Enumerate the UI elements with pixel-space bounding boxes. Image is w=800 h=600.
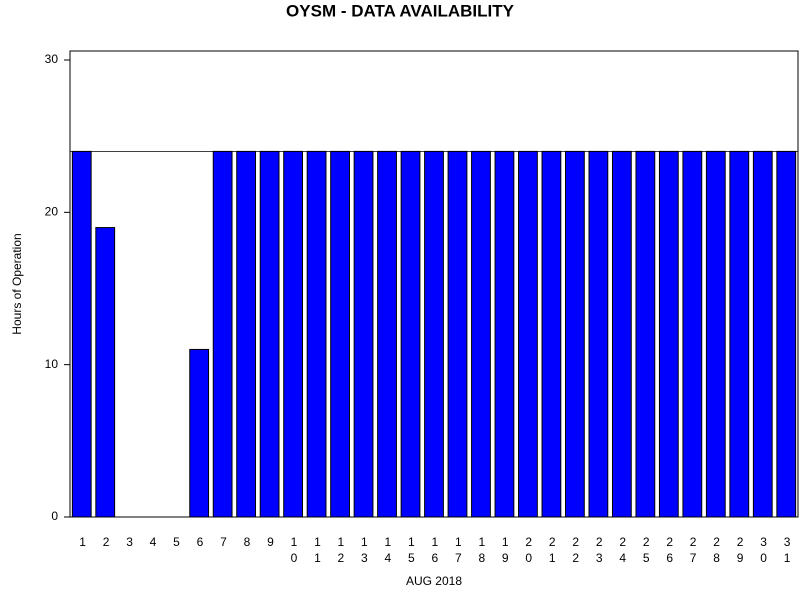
bar bbox=[400, 150, 421, 518]
x-tick-label: 3 bbox=[123, 535, 137, 551]
x-tick-label: 5 bbox=[170, 535, 184, 551]
x-tick-label: 7 bbox=[216, 535, 230, 551]
x-tick-label: 30 bbox=[757, 535, 771, 567]
y-axis-label: Hours of Operation bbox=[10, 233, 24, 334]
x-tick-label: 6 bbox=[193, 535, 207, 551]
x-tick-label: 24 bbox=[616, 535, 630, 567]
bar bbox=[330, 150, 350, 518]
x-tick-label: 16 bbox=[428, 535, 442, 567]
bar bbox=[682, 150, 703, 518]
x-tick-label: 29 bbox=[733, 535, 747, 567]
x-tick-label: 8 bbox=[240, 535, 254, 551]
x-tick-label: 2 bbox=[99, 535, 113, 551]
x-tick-label: 13 bbox=[357, 535, 371, 567]
x-tick-label: 1 bbox=[76, 535, 90, 551]
x-tick-label: 12 bbox=[334, 535, 348, 567]
x-tick-label: 23 bbox=[592, 535, 606, 567]
bar bbox=[71, 150, 92, 518]
bar bbox=[306, 150, 327, 518]
bar bbox=[635, 150, 656, 518]
x-tick-label: 4 bbox=[146, 535, 160, 551]
bar bbox=[494, 150, 515, 518]
bar bbox=[705, 150, 726, 518]
bar bbox=[471, 150, 491, 518]
x-tick-label: 19 bbox=[498, 535, 512, 567]
x-tick-label: 22 bbox=[569, 535, 583, 567]
bar bbox=[565, 150, 585, 518]
bar bbox=[541, 150, 562, 518]
x-tick-label: 11 bbox=[310, 535, 324, 567]
bar bbox=[611, 150, 632, 518]
bar bbox=[189, 348, 210, 518]
x-tick-label: 31 bbox=[780, 535, 794, 567]
x-tick-label: 28 bbox=[710, 535, 724, 567]
y-tick-label: 30 bbox=[45, 52, 59, 66]
bar bbox=[424, 150, 444, 518]
x-tick-label: 9 bbox=[263, 535, 277, 551]
y-tick-label: 0 bbox=[51, 509, 58, 523]
bar bbox=[658, 150, 679, 518]
bar bbox=[518, 150, 538, 518]
bar bbox=[752, 150, 773, 518]
x-tick-label: 27 bbox=[686, 535, 700, 567]
bar bbox=[259, 150, 280, 518]
bar bbox=[588, 150, 609, 518]
x-tick-label: 14 bbox=[381, 535, 395, 567]
x-axis-label: AUG 2018 bbox=[406, 574, 462, 588]
y-tick-label: 10 bbox=[45, 357, 59, 371]
x-tick-label: 10 bbox=[287, 535, 301, 567]
bar bbox=[776, 150, 797, 518]
bar bbox=[377, 150, 397, 518]
x-tick-label: 15 bbox=[404, 535, 418, 567]
x-tick-label: 25 bbox=[639, 535, 653, 567]
x-tick-label: 26 bbox=[663, 535, 677, 567]
bar bbox=[95, 227, 116, 518]
bar bbox=[236, 150, 257, 518]
x-tick-label: 18 bbox=[475, 535, 489, 567]
x-tick-label: 21 bbox=[545, 535, 559, 567]
chart-title: OYSM - DATA AVAILABILITY bbox=[286, 1, 515, 20]
bar bbox=[353, 150, 374, 518]
x-tick-label: 17 bbox=[451, 535, 465, 567]
bar bbox=[447, 150, 468, 518]
x-tick-label: 20 bbox=[522, 535, 536, 567]
bar bbox=[212, 150, 233, 518]
y-tick-label: 20 bbox=[45, 205, 59, 219]
bar bbox=[283, 150, 303, 518]
bar bbox=[729, 150, 750, 518]
